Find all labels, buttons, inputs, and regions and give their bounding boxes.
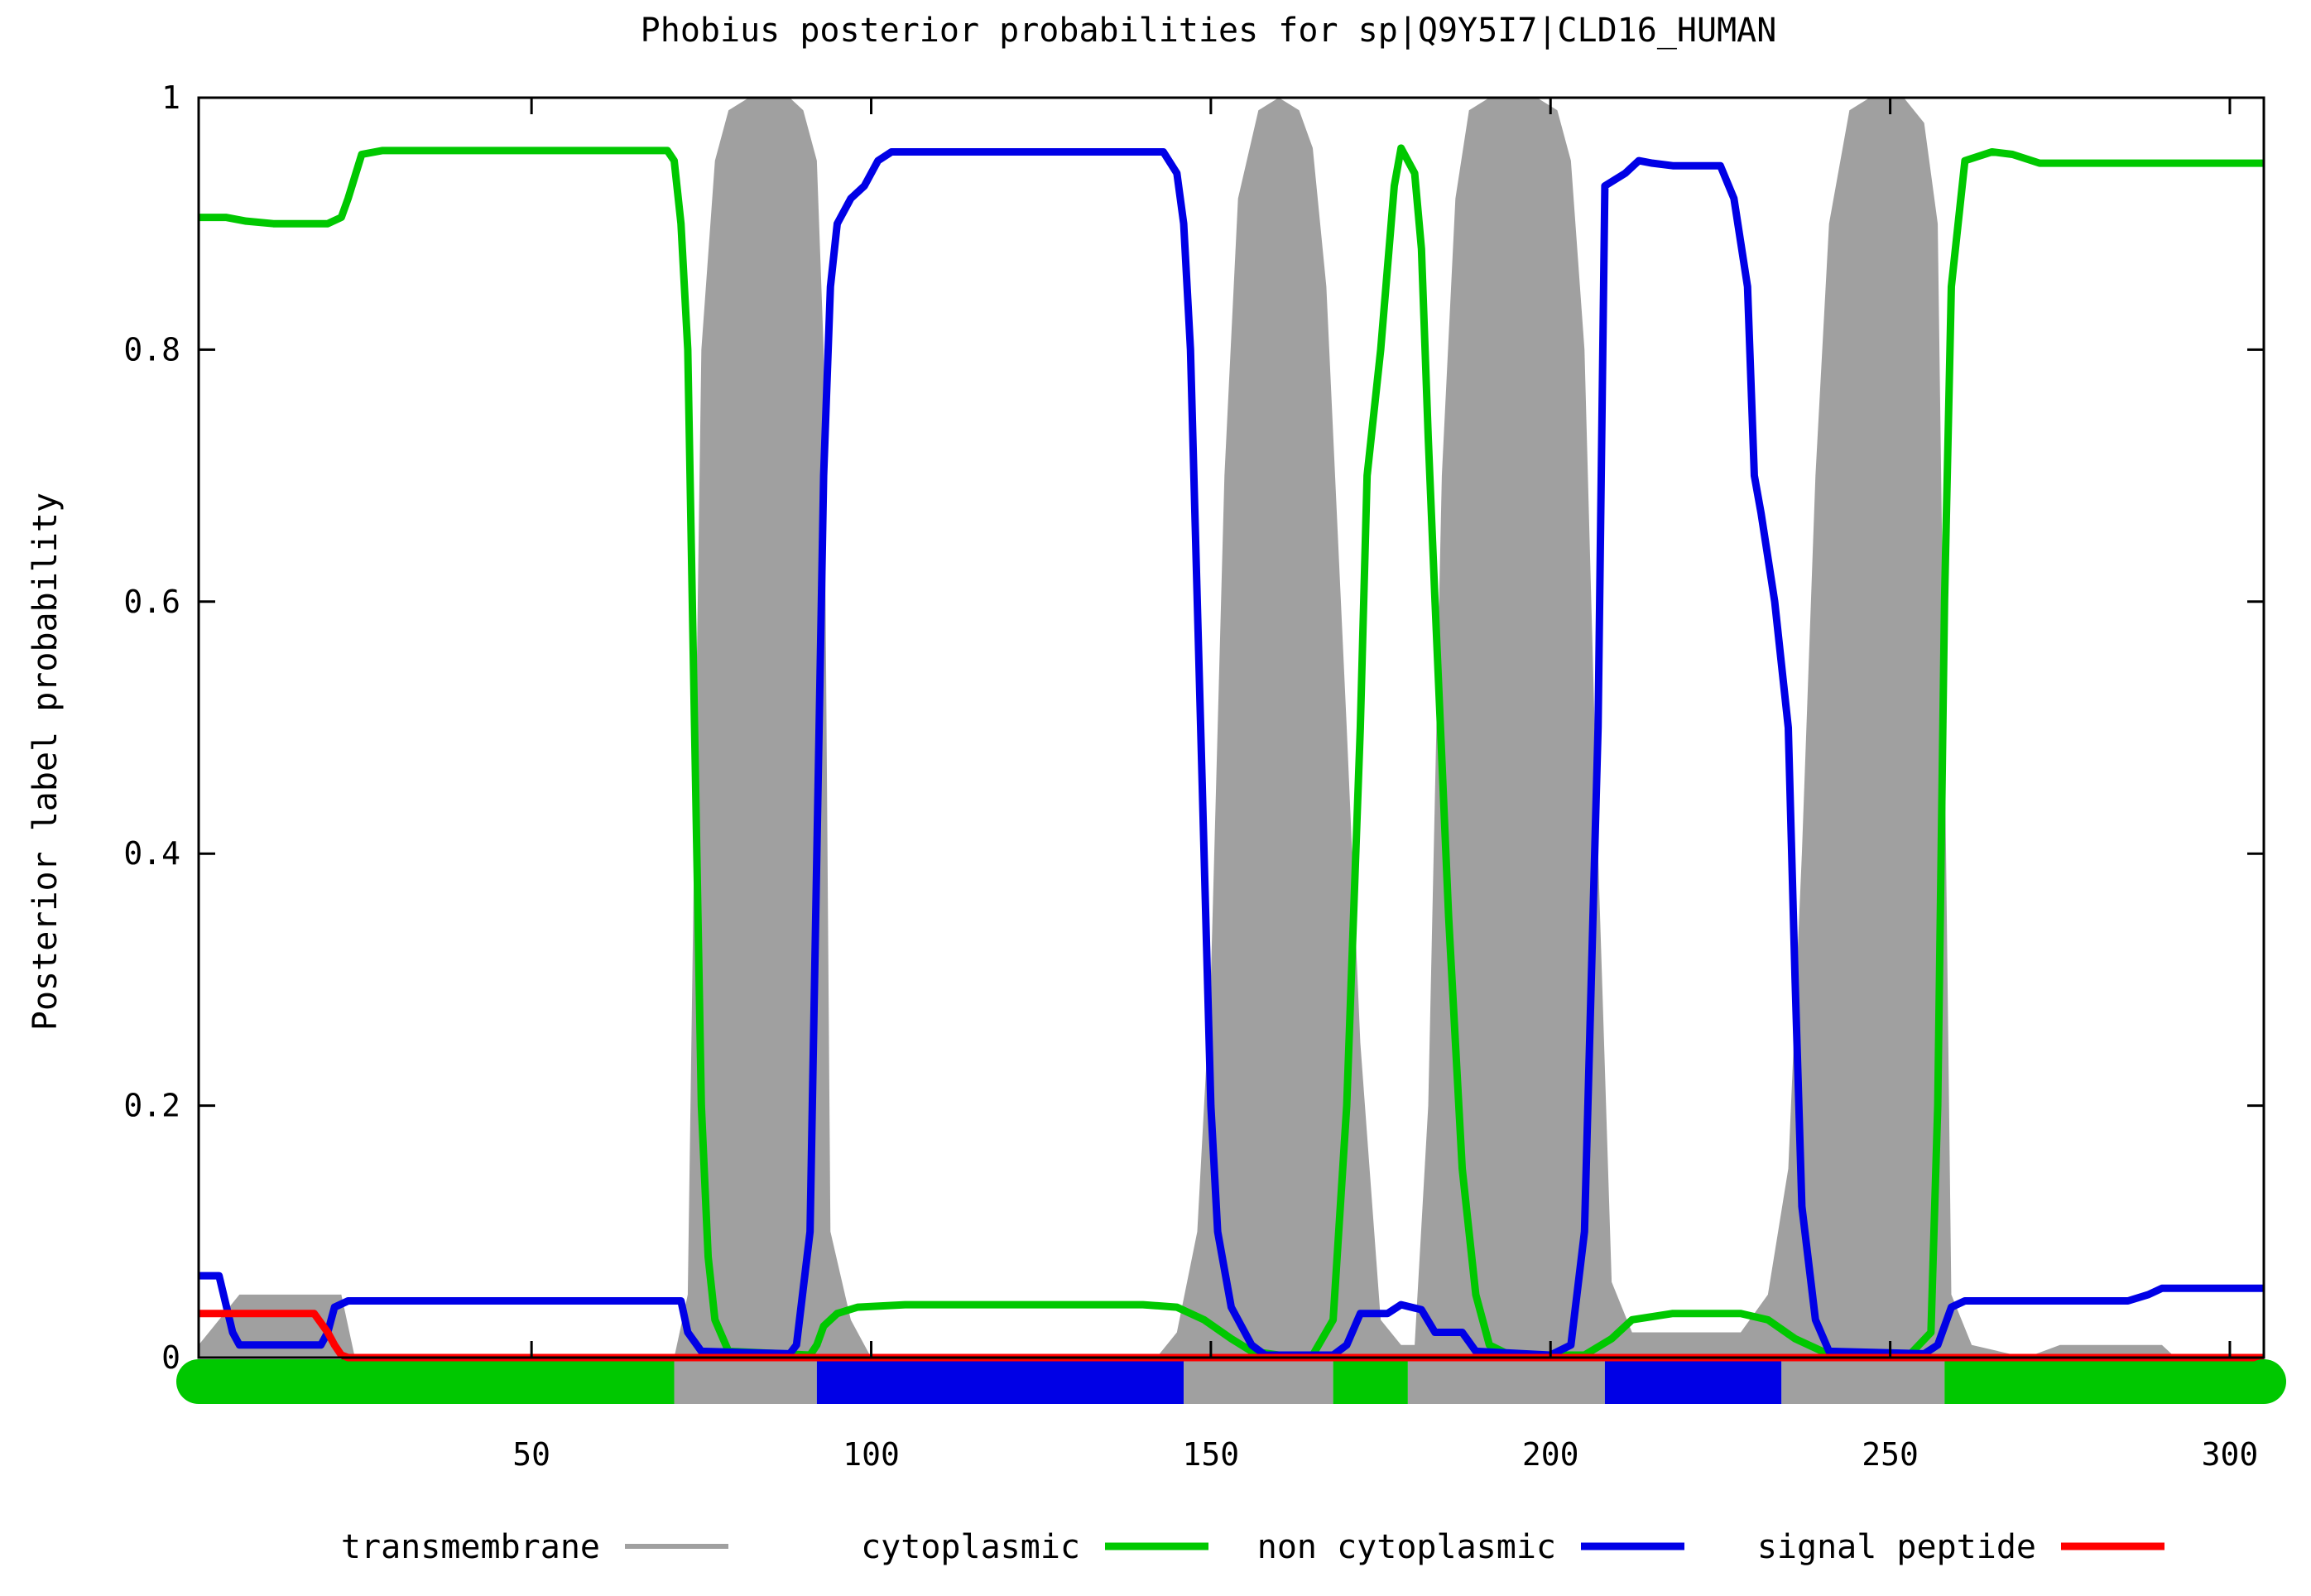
topology-segment-1 — [199, 1359, 675, 1404]
series-transmembrane-area — [199, 98, 2264, 1358]
legend: transmembrane cytoplasmic non cytoplasmic s… — [341, 1528, 2164, 1566]
series-non-cytoplasmic-line — [199, 147, 2264, 1359]
y-tick-label: 0.8 — [123, 331, 180, 368]
topology-segment-3 — [816, 1359, 1184, 1404]
topology-segment-8 — [1781, 1359, 1945, 1404]
topology-segment-5 — [1333, 1359, 1408, 1404]
topology-segment-7 — [1604, 1359, 1782, 1404]
legend-label-signal-peptide: signal peptide — [1757, 1528, 2036, 1566]
plot-content — [199, 98, 2264, 1404]
y-tick-label: 0 — [161, 1339, 180, 1376]
topology-segment-4 — [1184, 1359, 1333, 1404]
plot-frame — [197, 96, 2265, 1359]
series-cytoplasmic-line — [199, 144, 2264, 1359]
x-tick-label: 150 — [1183, 1436, 1240, 1473]
x-tick-label: 300 — [2202, 1436, 2259, 1473]
topology-start-cap — [176, 1359, 221, 1404]
topology-segment-9 — [1944, 1359, 2264, 1404]
y-tick-label: 0.4 — [123, 835, 180, 872]
y-axis-label: Posterior label probability — [26, 493, 65, 1031]
legend-label-non-cytoplasmic: non cytoplasmic — [1257, 1528, 1556, 1566]
chart-title: Phobius posterior probabilities for sp|Q… — [641, 12, 1777, 50]
legend-label-transmembrane: transmembrane — [341, 1528, 600, 1566]
y-tick-label: 1 — [161, 79, 180, 116]
x-tick-label: 50 — [512, 1436, 550, 1473]
x-tick-label: 100 — [843, 1436, 900, 1473]
topology-segment-2 — [674, 1359, 817, 1404]
x-tick-label: 200 — [1522, 1436, 1579, 1473]
y-tick-label: 0.2 — [123, 1088, 180, 1124]
y-tick-label: 0.6 — [123, 584, 180, 620]
x-tick-label: 250 — [1862, 1436, 1919, 1473]
topology-end-cap — [2241, 1359, 2286, 1404]
topology-segment-6 — [1407, 1359, 1605, 1404]
legend-label-cytoplasmic: cytoplasmic — [861, 1528, 1080, 1566]
